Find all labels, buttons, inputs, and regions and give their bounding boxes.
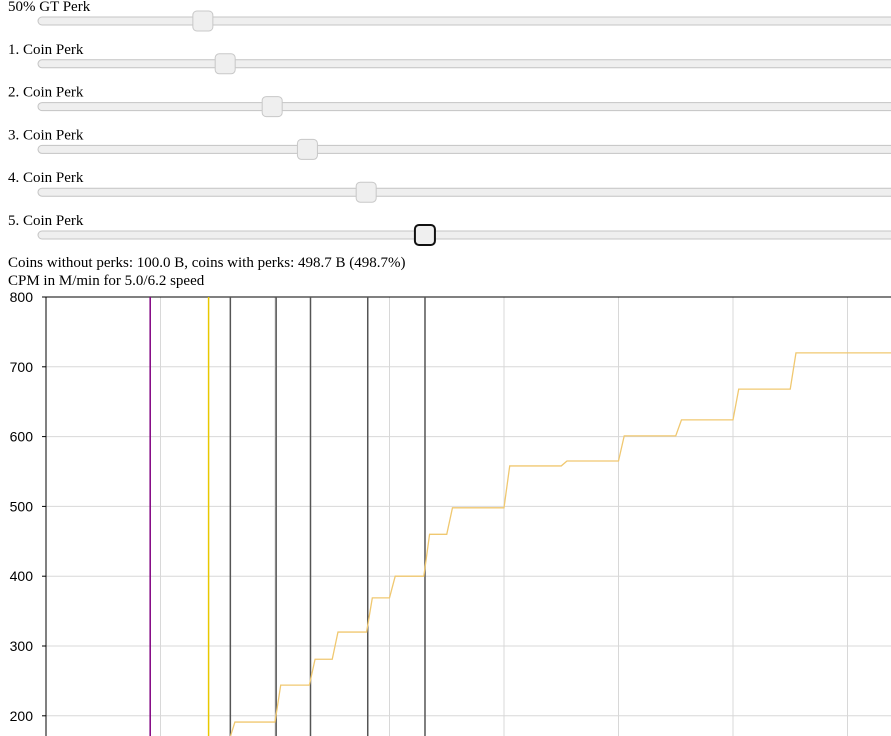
cpm-line — [229, 352, 891, 736]
slider-label: 2. Coin Perk — [8, 85, 84, 101]
slider-track[interactable] — [37, 59, 891, 69]
y-tick-label: 800 — [10, 289, 34, 305]
y-tick-label: 200 — [10, 708, 34, 724]
summary: Coins without perks: 100.0 B, coins with… — [8, 255, 406, 271]
y-tick-label: 400 — [10, 568, 34, 584]
slider-track[interactable] — [37, 16, 891, 26]
chart-title: CPM in M/min for 5.0/6.2 speed — [8, 273, 205, 289]
y-tick-label: 600 — [10, 429, 34, 445]
slider-thumb[interactable] — [355, 181, 377, 203]
slider-thumb[interactable] — [413, 224, 436, 246]
slider-label: 5. Coin Perk — [8, 213, 84, 229]
slider-thumb[interactable] — [214, 53, 236, 75]
slider-thumb[interactable] — [192, 10, 214, 32]
slider-label: 50% GT Perk — [8, 0, 91, 15]
y-tick-label: 700 — [10, 359, 34, 375]
slider-track[interactable] — [37, 102, 891, 112]
slider-label: 1. Coin Perk — [8, 42, 84, 58]
slider-track[interactable] — [37, 187, 891, 197]
slider-label: 3. Coin Perk — [8, 127, 84, 143]
slider-thumb[interactable] — [296, 138, 318, 160]
y-tick-label: 300 — [10, 638, 34, 654]
slider-track[interactable] — [37, 230, 891, 240]
y-tick-label: 500 — [10, 498, 34, 514]
slider-label: 4. Coin Perk — [8, 170, 84, 186]
slider-thumb[interactable] — [261, 96, 283, 118]
slider-track[interactable] — [37, 144, 891, 154]
